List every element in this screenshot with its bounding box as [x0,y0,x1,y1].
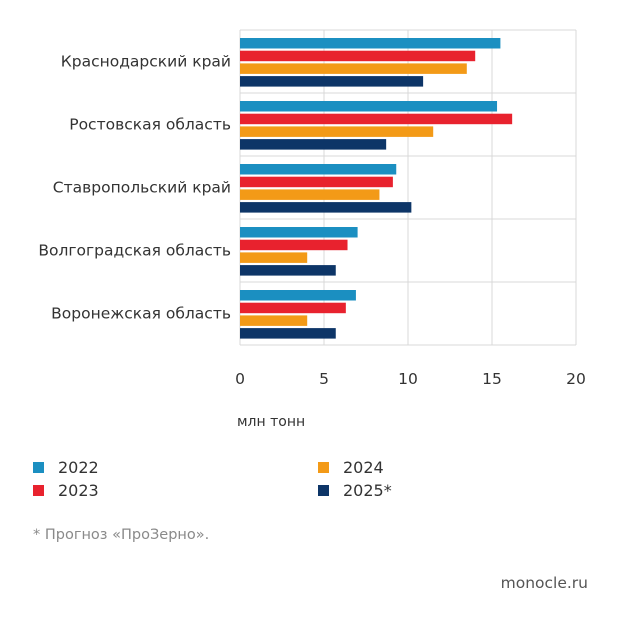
bar [240,252,308,263]
bar-chart: Краснодарский край Ростовская область Став… [38,29,586,430]
bar [240,38,501,49]
bar [240,139,387,150]
bar [240,239,348,251]
legend-label: 2023 [58,481,99,500]
bar [240,101,498,112]
bar [240,63,467,74]
bar [240,50,476,62]
legend-label: 2022 [58,458,99,477]
footnote: * Прогноз «ПроЗерно». [33,527,210,543]
legend-label: 2025* [343,481,392,500]
x-tick-label: 20 [566,370,586,388]
bar [240,265,336,276]
category-label: Волгоградская область [38,242,231,260]
legend-swatch [33,462,44,473]
bar [240,290,356,301]
legend-item: 2022 [33,458,99,477]
bar [240,113,513,125]
x-tick-label: 0 [235,370,245,388]
bar [240,76,424,87]
legend-item: 2023 [33,481,99,500]
bar [240,315,308,326]
category-label: Воронежская область [51,305,231,323]
x-tick-label: 15 [482,370,502,388]
legend-item: 2025* [318,481,392,500]
bar [240,189,380,200]
x-tick-label: 10 [398,370,418,388]
bar [240,328,336,339]
category-label: Ставропольский край [53,179,231,197]
legend-swatch [33,485,44,496]
x-tick-label: 5 [319,370,329,388]
bar [240,126,434,137]
category-label: Краснодарский край [61,53,231,71]
source-credit: monocle.ru [500,574,588,592]
bar [240,202,412,213]
legend-label: 2024 [343,458,384,477]
bar [240,176,393,188]
legend-swatch [318,462,329,473]
category-label: Ростовская область [69,116,231,134]
bar [240,164,397,175]
bar [240,227,358,238]
legend-item: 2024 [318,458,384,477]
legend-swatch [318,485,329,496]
x-axis-label: млн тонн [237,414,305,430]
bar [240,302,346,314]
